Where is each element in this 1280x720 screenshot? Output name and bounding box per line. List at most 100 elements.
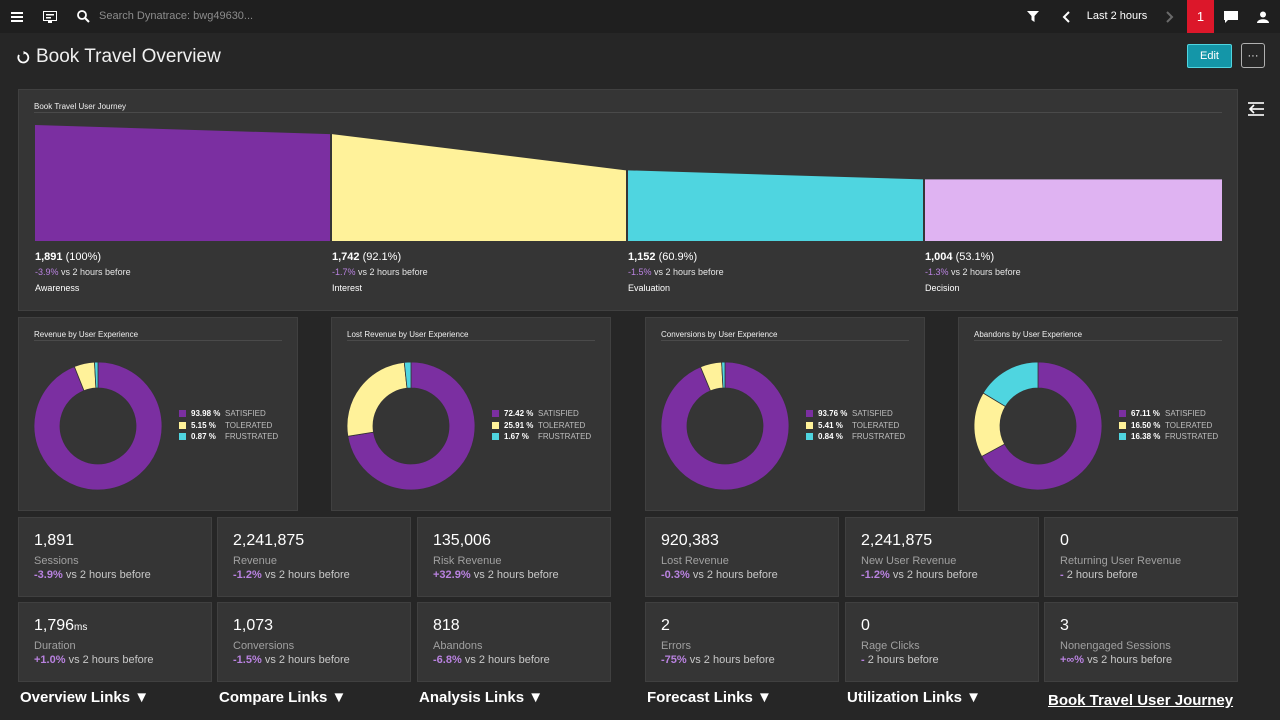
kpi-label: Risk Revenue — [433, 555, 502, 567]
kpi-value: 2,241,875 — [233, 532, 305, 549]
legend-item: 0.84 % FRUSTRATED — [806, 431, 905, 443]
edit-button[interactable]: Edit — [1187, 44, 1232, 68]
legend-value: 93.98 % — [191, 409, 221, 419]
donut-slice-frustrated[interactable] — [721, 361, 726, 389]
search-input[interactable]: Search Dynatrace: bwg49630... — [99, 10, 254, 22]
utilization-links-dropdown[interactable]: Utilization Links ▼ — [847, 689, 982, 706]
legend-item: 1.67 % FRUSTRATED — [492, 431, 591, 443]
legend-swatch — [492, 421, 499, 429]
kpi-tile-risk-revenue[interactable]: 135,006 Risk Revenue +32.9% vs 2 hours bef… — [417, 517, 611, 597]
legend-value: 16.38 % — [1131, 432, 1161, 442]
stage-delta: -1.3% vs 2 hours before — [925, 267, 1021, 277]
kpi-tile-nonengaged-sessions[interactable]: 3 Nonengaged Sessions +∞% vs 2 hours befor… — [1044, 602, 1238, 682]
compare-links-dropdown[interactable]: Compare Links ▼ — [219, 689, 347, 706]
chevron-left-icon[interactable] — [1058, 0, 1074, 33]
donut-legend: 72.42 % SATISFIED 25.91 % TOLERATED 1.67 % FR… — [492, 408, 591, 443]
legend-item: 72.42 % SATISFIED — [492, 408, 591, 420]
legend-label: FRUSTRATED — [1165, 432, 1219, 442]
donut-tile: Lost Revenue by User Experience 72.42 % SA… — [331, 317, 611, 511]
collapse-sidebar-icon[interactable] — [1246, 100, 1268, 120]
chat-icon[interactable] — [1221, 0, 1241, 33]
kpi-value: 818 — [433, 617, 460, 634]
kpi-label: Errors — [661, 640, 691, 652]
kpi-value: 3 — [1060, 617, 1069, 634]
donut-legend: 93.98 % SATISFIED 5.15 % TOLERATED 0.87 % FRU… — [179, 408, 278, 443]
kpi-tile-sessions[interactable]: 1,891 Sessions -3.9% vs 2 hours before — [18, 517, 212, 597]
kpi-tile-duration[interactable]: 1,796ms Duration +1.0% vs 2 hours before — [18, 602, 212, 682]
kpi-delta: - 2 hours before — [1060, 569, 1138, 581]
stage-delta: -1.7% vs 2 hours before — [332, 267, 428, 277]
chevron-right-icon[interactable] — [1162, 0, 1178, 33]
funnel-segment-interest[interactable] — [332, 134, 626, 241]
donut-slice-satisfied[interactable] — [347, 361, 476, 491]
forecast-links-dropdown[interactable]: Forecast Links ▼ — [647, 689, 772, 706]
legend-label: SATISFIED — [538, 409, 579, 419]
kpi-delta: -1.2% vs 2 hours before — [233, 569, 350, 581]
legend-swatch — [179, 421, 186, 429]
tile-divider — [34, 112, 1222, 113]
donut-slice-frustrated[interactable] — [403, 361, 412, 389]
more-options-button[interactable]: ··· — [1241, 43, 1265, 68]
kpi-delta: -1.5% vs 2 hours before — [233, 654, 350, 666]
donut-legend: 67.11 % SATISFIED 16.50 % TOLERATED 16.38 % F… — [1119, 408, 1218, 443]
overview-links-dropdown[interactable]: Overview Links ▼ — [20, 689, 150, 706]
legend-value: 0.84 % — [818, 432, 843, 442]
donut-tile: Revenue by User Experience 93.98 % SATISFI… — [18, 317, 298, 511]
user-journey-link[interactable]: Book Travel User Journey — [1048, 692, 1234, 709]
funnel-segment-decision[interactable] — [925, 179, 1222, 241]
legend-value: 16.50 % — [1131, 420, 1161, 430]
user-icon[interactable] — [1254, 0, 1272, 33]
funnel-chart — [35, 125, 1222, 241]
donut-slice-tolerated[interactable] — [346, 361, 408, 437]
kpi-label: Conversions — [233, 640, 295, 652]
funnel-segment-evaluation[interactable] — [628, 170, 923, 241]
kpi-tile-rage-clicks[interactable]: 0 Rage Clicks - 2 hours before — [845, 602, 1039, 682]
timeframe-selector[interactable]: Last 2 hours — [1086, 10, 1148, 22]
kpi-tile-new-user-revenue[interactable]: 2,241,875 New User Revenue -1.2% vs 2 hour… — [845, 517, 1039, 597]
stage-count: 1,152 (60.9%) — [628, 251, 698, 263]
kpi-tile-revenue[interactable]: 2,241,875 Revenue -1.2% vs 2 hours before — [217, 517, 411, 597]
tile-divider — [974, 340, 1222, 341]
stage-delta: -3.9% vs 2 hours before — [35, 267, 131, 277]
kpi-value: 135,006 — [433, 532, 491, 549]
donut-slice-satisfied[interactable] — [660, 361, 790, 491]
dashboard-icon[interactable] — [40, 0, 60, 33]
legend-label: TOLERATED — [852, 420, 900, 430]
tile-title: Book Travel User Journey — [34, 102, 127, 111]
legend-item: 5.41 % TOLERATED — [806, 420, 905, 432]
kpi-value: 0 — [861, 617, 870, 634]
refresh-icon[interactable] — [17, 50, 30, 64]
donut-chart — [346, 361, 476, 491]
kpi-label: Duration — [34, 640, 76, 652]
search-icon[interactable] — [74, 0, 92, 33]
kpi-tile-conversions[interactable]: 1,073 Conversions -1.5% vs 2 hours before — [217, 602, 411, 682]
donut-slice-satisfied[interactable] — [981, 361, 1103, 491]
funnel-segment-awareness[interactable] — [35, 125, 330, 241]
filter-icon[interactable] — [1024, 0, 1042, 33]
menu-icon[interactable] — [8, 0, 26, 33]
donut-slice-frustrated[interactable] — [982, 361, 1039, 407]
funnel-stage-stats: 1,742 (92.1%) -1.7% vs 2 hours before Inte… — [332, 251, 428, 293]
donut-slice-frustrated[interactable] — [94, 361, 99, 389]
legend-swatch — [806, 421, 813, 429]
legend-swatch — [179, 433, 186, 441]
kpi-delta: -3.9% vs 2 hours before — [34, 569, 151, 581]
kpi-tile-lost-revenue[interactable]: 920,383 Lost Revenue -0.3% vs 2 hours befo… — [645, 517, 839, 597]
donut-chart — [660, 361, 790, 491]
kpi-tile-abandons[interactable]: 818 Abandons -6.8% vs 2 hours before — [417, 602, 611, 682]
tile-divider — [347, 340, 595, 341]
problems-badge[interactable]: 1 — [1187, 0, 1214, 33]
legend-value: 5.41 % — [818, 420, 843, 430]
page-title: Book Travel Overview — [36, 46, 221, 67]
kpi-tile-errors[interactable]: 2 Errors -75% vs 2 hours before — [645, 602, 839, 682]
analysis-links-dropdown[interactable]: Analysis Links ▼ — [419, 689, 544, 706]
kpi-delta: -75% vs 2 hours before — [661, 654, 775, 666]
tile-title: Conversions by User Experience — [661, 330, 778, 339]
kpi-label: Returning User Revenue — [1060, 555, 1182, 567]
kpi-label: Lost Revenue — [661, 555, 729, 567]
donut-slice-satisfied[interactable] — [33, 361, 163, 491]
stage-delta: -1.5% vs 2 hours before — [628, 267, 724, 277]
kpi-value: 1,891 — [34, 532, 75, 549]
legend-label: TOLERATED — [538, 420, 586, 430]
kpi-tile-returning-user-revenue[interactable]: 0 Returning User Revenue - 2 hours before — [1044, 517, 1238, 597]
